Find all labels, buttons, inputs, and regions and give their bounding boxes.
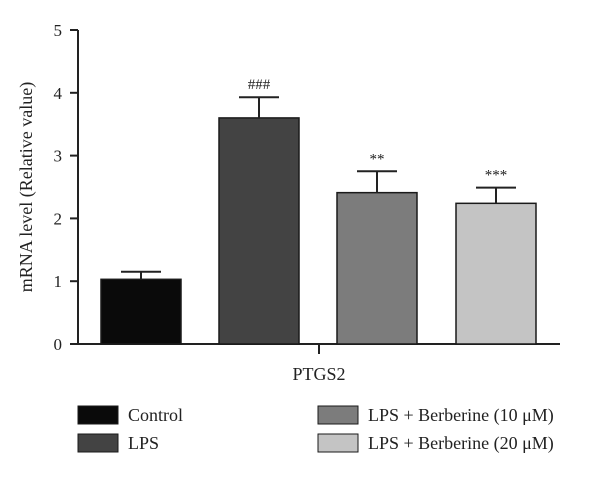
y-tick-label: 1 — [54, 272, 63, 291]
bar-3 — [336, 191, 418, 345]
y-tick-label: 3 — [54, 147, 63, 166]
legend-swatch-3 — [317, 405, 359, 425]
legend-swatch-1 — [77, 405, 119, 425]
y-tick-label: 4 — [54, 84, 63, 103]
bar-1 — [100, 278, 182, 345]
legend-swatch-2 — [77, 433, 119, 453]
legend-label-3: LPS + Berberine (10 μM) — [368, 405, 554, 426]
significance-label-2: ### — [248, 77, 271, 93]
legend-swatch-4 — [317, 433, 359, 453]
bars: ###***** — [100, 77, 537, 345]
legend-label-2: LPS — [128, 433, 159, 453]
x-category-label: PTGS2 — [292, 364, 345, 384]
y-tick-label: 2 — [54, 209, 63, 228]
y-axis-title: mRNA level (Relative value) — [16, 82, 37, 292]
y-tick-label: 5 — [54, 21, 63, 40]
legend: Control LPS LPS + Berberine (10 μM) LPS + B… — [77, 405, 554, 454]
significance-label-4: *** — [485, 168, 508, 184]
legend-label-4: LPS + Berberine (20 μM) — [368, 433, 554, 454]
significance-label-3: ** — [370, 151, 385, 167]
legend-label-1: Control — [128, 405, 183, 425]
y-tick-label: 0 — [54, 335, 63, 354]
bar-4 — [455, 202, 537, 345]
bar-2 — [218, 117, 300, 345]
